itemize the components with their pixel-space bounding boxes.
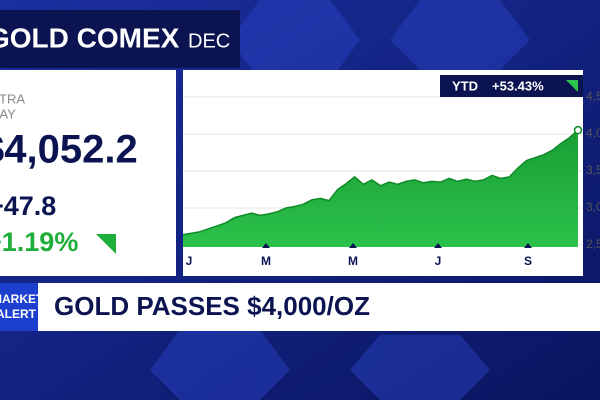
label: INTRA: [0, 91, 25, 106]
x-tick: [524, 243, 532, 248]
ytd-label: YTD: [452, 78, 478, 93]
x-tick-label: J: [186, 254, 193, 268]
x-tick: [434, 243, 442, 248]
headline: GOLD PASSES $4,000/OZ: [54, 291, 370, 321]
price: $4,052.2: [0, 128, 138, 172]
area: [183, 130, 578, 247]
line: [182, 129, 579, 236]
y-tick-label: 4,000: [586, 126, 600, 140]
x-tick-label: S: [524, 254, 532, 268]
x-tick-label: M: [261, 254, 271, 268]
banner: [0, 283, 600, 331]
banner-tag: [0, 283, 38, 331]
change-pct: +1.19%: [0, 227, 78, 257]
up-arrow: [96, 234, 116, 254]
change: +47.8: [0, 191, 56, 221]
contract: DEC: [188, 30, 230, 52]
y-tick-label: 4,500: [586, 89, 600, 103]
ytd-box: [440, 75, 583, 97]
tag: MARKET: [0, 292, 44, 306]
title-bar: [0, 10, 240, 68]
x-tick-label: M: [348, 254, 358, 268]
y-tick-label: 3,500: [586, 163, 600, 177]
title: GOLD COMEX: [0, 22, 180, 53]
x-tick: [349, 243, 357, 248]
label: DAY: [0, 106, 16, 121]
x-tick: [262, 243, 270, 248]
y-tick-label: 2,500: [586, 237, 600, 251]
quote-panel: [0, 70, 176, 276]
y-tick-label: 3,000: [586, 200, 600, 214]
last-point: [573, 125, 583, 135]
tag: ALERT: [0, 307, 37, 321]
ytd-arrow: [566, 80, 578, 92]
hex-pattern: [150, 0, 530, 400]
ytd-value: +53.43%: [492, 78, 544, 93]
x-axis-strip: [183, 247, 582, 275]
x-tick-label: J: [435, 254, 442, 268]
